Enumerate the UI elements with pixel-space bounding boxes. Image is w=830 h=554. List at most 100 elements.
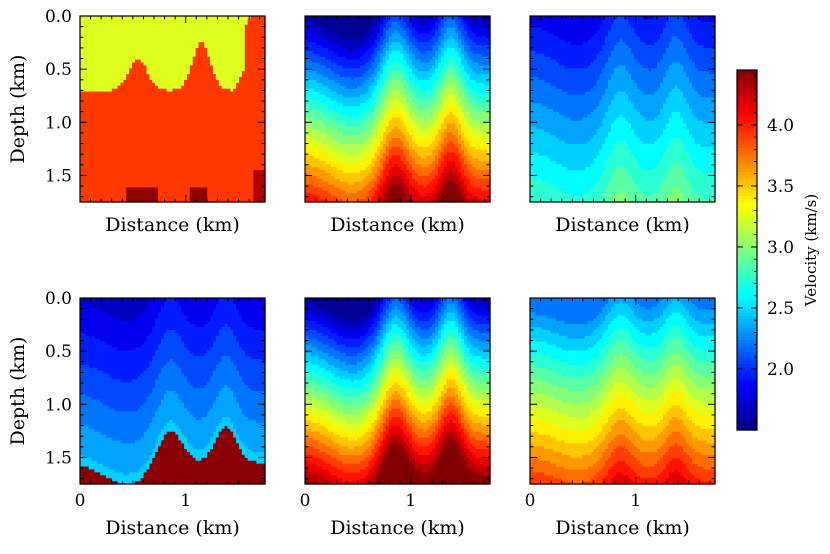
y-tick-label: 1.5: [45, 166, 72, 186]
colorbar-segment: [737, 199, 757, 203]
colorbar-segment: [737, 286, 757, 290]
colorbar-segment: [737, 79, 757, 83]
colorbar-segment: [737, 397, 757, 401]
colorbar-segment: [737, 184, 757, 188]
colorbar-segment: [737, 424, 757, 428]
colorbar-segment: [737, 364, 757, 368]
colorbar-segment: [737, 163, 757, 167]
colorbar-segment: [737, 82, 757, 86]
colorbar-segment: [737, 226, 757, 230]
panel-frame: [304, 15, 491, 203]
colorbar-segment: [737, 148, 757, 152]
y-tick-label: 1.5: [45, 448, 72, 468]
panel-bottom-right: 0 1 Distance (km): [525, 297, 716, 539]
colorbar-segment: [737, 310, 757, 314]
colorbar-segment: [737, 421, 757, 425]
colorbar-segment: [737, 259, 757, 263]
y-axis-label: Depth (km): [7, 55, 29, 164]
colorbar-segment: [737, 295, 757, 299]
colorbar-segment: [737, 211, 757, 215]
colorbar-segment: [737, 121, 757, 125]
y-tick-label: 0.0: [45, 289, 72, 309]
colorbar-segment: [737, 103, 757, 107]
colorbar-segment: [737, 154, 757, 158]
colorbar-segment: [737, 277, 757, 281]
colorbar-segment: [737, 262, 757, 266]
panel-bottom-left: 0.0 0.5 1.0 1.5 Depth (km) 0 1 Distance (km): [7, 289, 266, 539]
colorbar-segment: [737, 307, 757, 311]
colorbar-segment: [737, 316, 757, 320]
colorbar-segment: [737, 193, 757, 197]
colorbar-segment: [737, 88, 757, 92]
colorbar-segment: [737, 388, 757, 392]
colorbar-segment: [737, 355, 757, 359]
panel-frame: [529, 297, 716, 485]
colorbar-segment: [737, 376, 757, 380]
panels-group: 0.0 0.5 1.0 1.5 Depth (km) Distance (km) Dista…: [7, 7, 716, 539]
y-tick-label: 1.0: [45, 113, 72, 133]
colorbar-segment: [737, 229, 757, 233]
colorbar-segment: [737, 292, 757, 296]
x-axis-label: Distance (km): [105, 214, 240, 236]
x-axis-label: Distance (km): [330, 214, 465, 236]
colorbar-segment: [737, 247, 757, 251]
colorbar-segment: [737, 190, 757, 194]
colorbar-segment: [737, 169, 757, 173]
panel-frame: [529, 15, 716, 203]
y-tick-label: 0.5: [45, 342, 72, 362]
panel-top-left: 0.0 0.5 1.0 1.5 Depth (km) Distance (km): [7, 7, 266, 236]
colorbar-segment: [737, 358, 757, 362]
y-tick-label: 1.0: [45, 395, 72, 415]
colorbar-segment: [737, 139, 757, 143]
colorbar-tick-label: 2.5: [767, 299, 794, 319]
colorbar-segment: [737, 133, 757, 137]
colorbar-tick-label: 3.0: [767, 238, 794, 258]
colorbar-segment: [737, 382, 757, 386]
colorbar-segment: [737, 178, 757, 182]
colorbar-segment: [737, 256, 757, 260]
colorbar-segment: [737, 301, 757, 305]
colorbar-segment: [737, 325, 757, 329]
colorbar-segment: [737, 157, 757, 161]
colorbar-segment: [737, 289, 757, 293]
colorbar-segment: [737, 241, 757, 245]
colorbar-segment: [737, 391, 757, 395]
x-tick-label: 1: [630, 491, 641, 511]
colorbar-segment: [737, 76, 757, 80]
colorbar-segment: [737, 280, 757, 284]
colorbar-segment: [737, 187, 757, 191]
colorbar-segment: [737, 172, 757, 176]
colorbar-segment: [737, 202, 757, 206]
colorbar-segment: [737, 322, 757, 326]
colorbar-segment: [737, 415, 757, 419]
colorbar-segment: [737, 298, 757, 302]
colorbar-segment: [737, 145, 757, 149]
x-tick-label: 0: [75, 491, 86, 511]
x-tick-label: 1: [180, 491, 191, 511]
colorbar-segment: [737, 412, 757, 416]
colorbar-tick-label: 4.0: [767, 116, 794, 136]
x-tick-label: 0: [525, 491, 536, 511]
colorbar-segment: [737, 274, 757, 278]
colorbar-segment: [737, 418, 757, 422]
colorbar-segment: [737, 403, 757, 407]
colorbar-tick-label: 3.5: [767, 177, 794, 197]
colorbar-segment: [737, 235, 757, 239]
colorbar-segment: [737, 238, 757, 242]
colorbar-segment: [737, 124, 757, 128]
colorbar-segment: [737, 328, 757, 332]
colorbar-segment: [737, 373, 757, 377]
colorbar-segment: [737, 127, 757, 131]
colorbar-segment: [737, 109, 757, 113]
colorbar-segment: [737, 361, 757, 365]
colorbar-segment: [737, 370, 757, 374]
colorbar-segment: [737, 331, 757, 335]
colorbar-segment: [737, 379, 757, 383]
colorbar-segment: [737, 112, 757, 116]
colorbar-segment: [737, 304, 757, 308]
y-tick-label: 0.5: [45, 60, 72, 80]
colorbar-segment: [737, 340, 757, 344]
colorbar-segment: [737, 271, 757, 275]
colorbar-segment: [737, 319, 757, 323]
